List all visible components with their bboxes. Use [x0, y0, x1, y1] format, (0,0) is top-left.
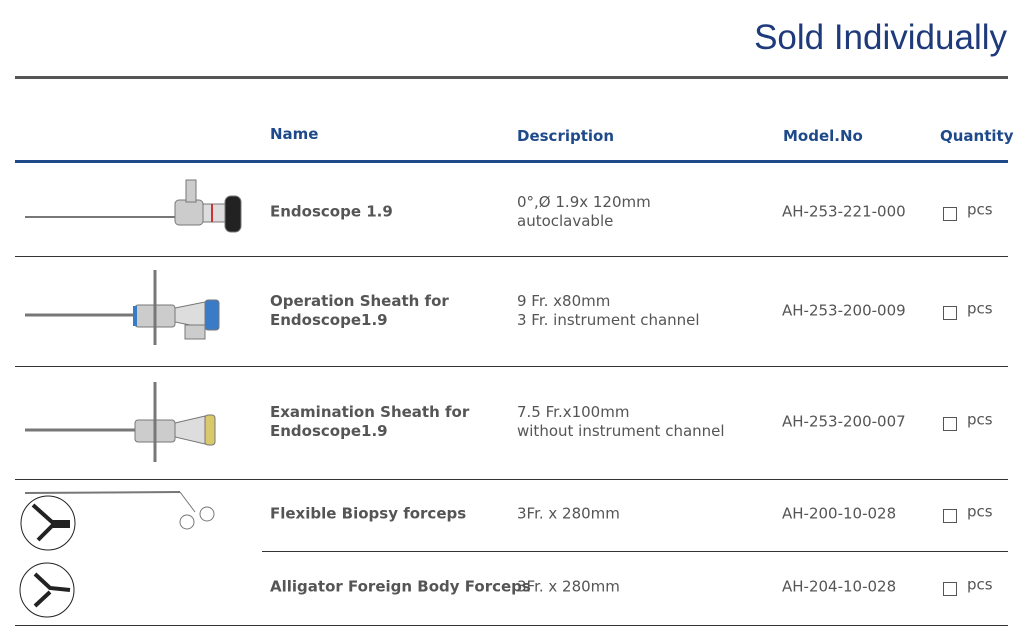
quantity-unit: pcs	[967, 299, 993, 318]
product-description: 3Fr. x 280mm	[517, 578, 620, 597]
model-number: AH-253-221-000	[782, 202, 906, 221]
model-number: AH-253-200-007	[782, 412, 906, 431]
name-line: Endoscope1.9	[270, 311, 388, 329]
model-number: AH-253-200-009	[782, 301, 906, 320]
description-line: 3Fr. x 280mm	[517, 577, 620, 596]
product-name: Endoscope 1.9	[270, 203, 393, 222]
alligator-forceps-image	[19, 562, 75, 618]
quantity-checkbox[interactable]	[943, 417, 957, 431]
quantity-checkbox[interactable]	[943, 509, 957, 523]
col-header: Description	[517, 127, 615, 145]
quantity-unit: pcs	[967, 575, 993, 594]
description-line: autoclavable	[517, 212, 614, 230]
product-description: 9 Fr. x80mm 3 Fr. instrument channel	[517, 292, 700, 330]
row-rule	[15, 366, 1008, 367]
row-rule	[15, 256, 1008, 257]
header-rule	[15, 160, 1008, 163]
col-header: Quantity	[940, 127, 1014, 145]
name-line: Endoscope1.9	[270, 422, 388, 440]
quantity-checkbox[interactable]	[943, 306, 957, 320]
description-line: 9 Fr. x80mm	[517, 292, 611, 310]
page-title: Sold Individually	[754, 18, 1007, 57]
row-rule	[15, 625, 1008, 626]
product-description: 7.5 Fr.x100mm without instrument channel	[517, 403, 725, 441]
product-images	[19, 179, 242, 618]
product-name: Alligator Foreign Body Forceps	[270, 578, 531, 597]
operation-sheath-image	[25, 270, 220, 345]
description-line: 3Fr. x 280mm	[517, 504, 620, 523]
endoscope-image	[25, 179, 242, 233]
name-line: Flexible Biopsy forceps	[270, 504, 467, 523]
biopsy-forceps-image	[20, 491, 215, 551]
title-rule	[15, 76, 1008, 79]
col-header: Name	[270, 125, 319, 143]
quantity-checkbox[interactable]	[943, 207, 957, 221]
model-number: AH-204-10-028	[782, 577, 897, 596]
quantity-unit: pcs	[967, 502, 993, 521]
quantity-checkbox[interactable]	[943, 582, 957, 596]
product-name: Operation Sheath for Endoscope1.9	[270, 292, 449, 330]
col-header: Model.No	[783, 127, 863, 145]
product-name: Flexible Biopsy forceps	[270, 505, 466, 524]
product-description: 3Fr. x 280mm	[517, 505, 620, 524]
quantity-unit: pcs	[967, 200, 993, 219]
product-name: Examination Sheath for Endoscope1.9	[270, 403, 469, 441]
quantity-unit: pcs	[967, 410, 993, 429]
name-line: Operation Sheath for	[270, 292, 449, 310]
model-number: AH-200-10-028	[782, 504, 897, 523]
product-description: 0°,Ø 1.9x 120mm autoclavable	[517, 193, 651, 231]
description-line: without instrument channel	[517, 422, 725, 440]
description-line: 3 Fr. instrument channel	[517, 311, 700, 329]
description-line: 0°,Ø 1.9x 120mm	[517, 193, 651, 211]
row-rule	[15, 479, 1008, 480]
description-line: 7.5 Fr.x100mm	[517, 403, 630, 421]
row-rule	[262, 551, 1008, 552]
examination-sheath-image	[25, 382, 216, 462]
name-line: Alligator Foreign Body Forceps	[270, 577, 531, 596]
name-line: Examination Sheath for	[270, 403, 470, 421]
name-line: Endoscope 1.9	[270, 202, 393, 221]
